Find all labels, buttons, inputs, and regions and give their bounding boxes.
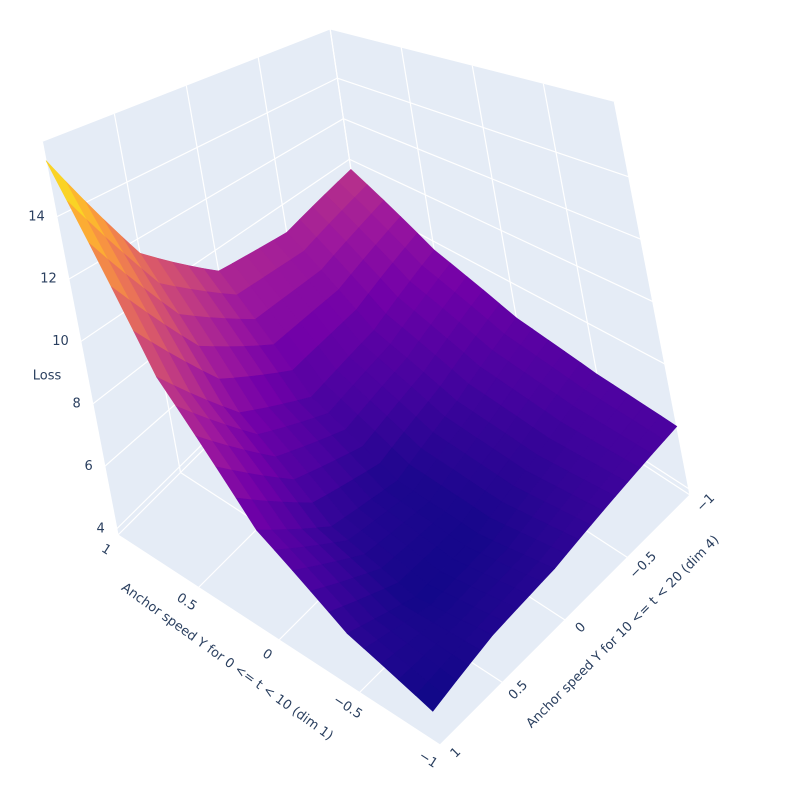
grid-line — [56, 77, 338, 218]
grid-line — [117, 534, 441, 746]
y-tick-label: −1 — [694, 491, 718, 515]
z-tick-label: 6 — [85, 459, 93, 474]
grid-line — [41, 141, 119, 536]
x-tick-label: −1 — [416, 748, 440, 771]
x-tick-label: 0.5 — [174, 591, 200, 615]
y-tick-label: 0 — [573, 620, 589, 636]
y-tick-label: 0.5 — [506, 678, 531, 703]
z-tick-label: 8 — [73, 396, 81, 411]
x-tick-label: −0.5 — [330, 693, 365, 723]
z-tick-label: 14 — [28, 209, 45, 224]
grid-line — [337, 77, 629, 178]
z-tick-label: 10 — [52, 334, 69, 349]
z-tick-label: 4 — [97, 521, 105, 536]
grid-line — [613, 101, 691, 496]
grid-line — [349, 158, 654, 303]
z-axis-title: Loss — [33, 369, 62, 384]
y-tick-label: −0.5 — [627, 549, 660, 582]
z-tick-label: 12 — [40, 272, 57, 287]
surface-cell — [415, 681, 446, 712]
x-tick-label: 1 — [98, 541, 113, 558]
surface — [45, 160, 678, 712]
grid-line — [343, 118, 642, 240]
y-tick-label: 1 — [448, 745, 464, 761]
x-tick-label: 0 — [259, 646, 274, 663]
